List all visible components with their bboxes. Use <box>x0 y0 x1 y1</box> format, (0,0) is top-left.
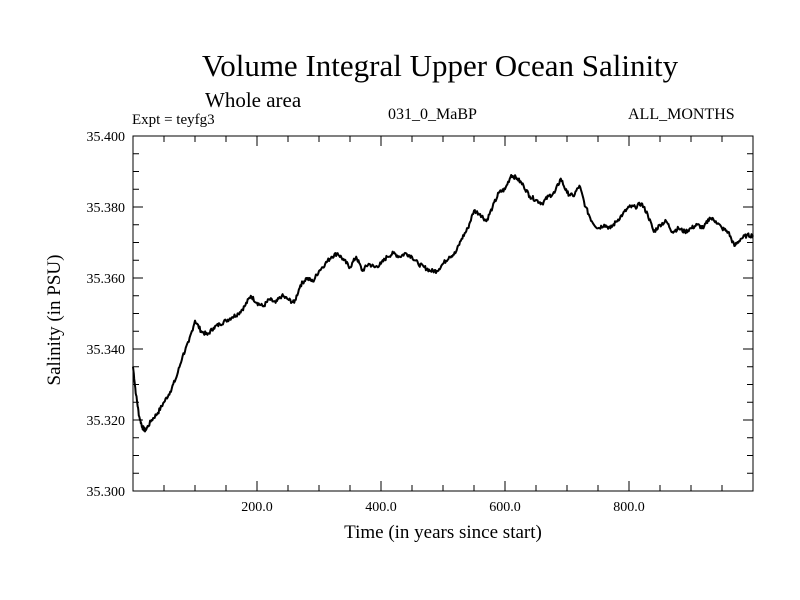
y-tick-label: 35.340 <box>87 343 126 358</box>
x-tick-label: 600.0 <box>489 500 521 515</box>
y-tick-label: 35.400 <box>87 130 126 145</box>
y-tick-label: 35.360 <box>87 272 126 287</box>
x-tick-label: 200.0 <box>241 500 273 515</box>
y-tick-label: 35.380 <box>87 201 126 216</box>
x-tick-label: 800.0 <box>613 500 645 515</box>
x-axis-label: Time (in years since start) <box>344 522 542 543</box>
chart-subtitle: Whole area <box>205 88 302 112</box>
y-tick-label: 35.300 <box>87 485 126 500</box>
plot-frame <box>132 135 754 492</box>
x-tick-label: 400.0 <box>365 500 397 515</box>
axis-ticks <box>133 136 753 491</box>
months-label: ALL_MONTHS <box>628 106 735 123</box>
y-tick-label: 35.320 <box>87 414 126 429</box>
tick-labels: 200.0 400.0 600.0 800.0 35.300 35.320 35.340 35… <box>87 130 645 515</box>
salinity-series-line <box>132 174 754 433</box>
chart-title: Volume Integral Upper Ocean Salinity <box>201 48 679 83</box>
experiment-label: Expt = teyfg3 <box>132 112 215 128</box>
run-label: 031_0_MaBP <box>388 106 477 123</box>
